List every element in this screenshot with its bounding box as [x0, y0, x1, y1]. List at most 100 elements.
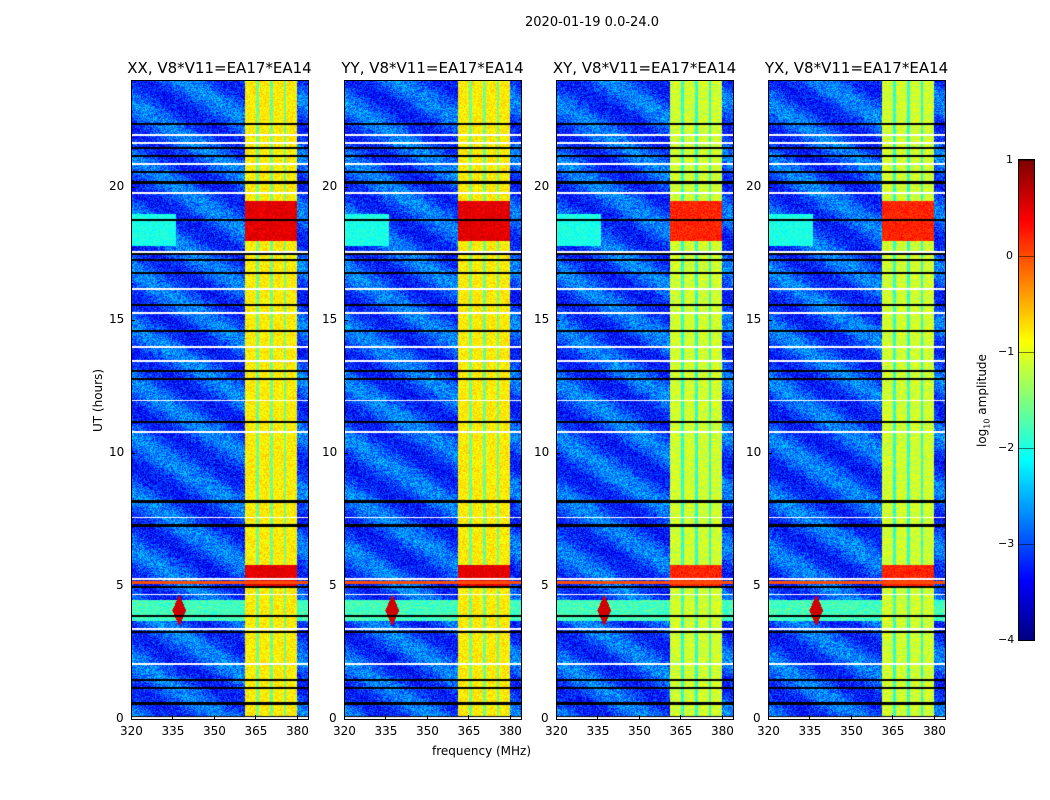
- x-tick-label: 350: [202, 724, 226, 738]
- x-tick-label: 335: [374, 724, 398, 738]
- y-tick-label: 10: [109, 444, 125, 459]
- colorbar-tick-label: −4: [998, 633, 1015, 646]
- y-tick-label: 5: [329, 577, 337, 592]
- colorbar-tick-mark: [1019, 448, 1034, 449]
- spectrogram-panel-xx: [131, 80, 309, 720]
- figure-title: 2020-01-19 0.0-24.0: [525, 15, 659, 30]
- x-tick-label: 380: [922, 724, 946, 738]
- x-tick-mark: [172, 715, 174, 719]
- x-tick-mark: [296, 715, 298, 719]
- y-tick-label: 5: [541, 577, 549, 592]
- x-tick-label: 335: [586, 724, 610, 738]
- colorbar-tick-label: 0: [1006, 249, 1013, 262]
- x-tick-mark: [213, 715, 215, 719]
- x-tick-mark: [933, 715, 935, 719]
- y-tick-mark: [556, 452, 560, 454]
- x-tick-label: 380: [498, 724, 522, 738]
- x-tick-label: 335: [798, 724, 822, 738]
- x-tick-mark: [892, 715, 894, 719]
- x-tick-mark: [426, 715, 428, 719]
- colorbar-tick-mark: [1019, 544, 1034, 545]
- y-tick-label: 15: [746, 311, 762, 326]
- y-tick-mark: [131, 585, 135, 587]
- y-tick-mark: [131, 719, 135, 720]
- x-tick-mark: [344, 715, 345, 719]
- x-tick-mark: [131, 715, 132, 719]
- y-tick-label: 20: [109, 178, 125, 193]
- x-tick-mark: [255, 715, 257, 719]
- x-tick-label: 320: [333, 724, 356, 738]
- x-tick-mark: [850, 715, 852, 719]
- y-tick-label: 0: [329, 711, 337, 725]
- y-tick-mark: [344, 585, 348, 587]
- x-tick-mark: [385, 715, 387, 719]
- colorbar-label: log10 amplitude: [975, 354, 992, 447]
- x-tick-label: 380: [710, 724, 734, 738]
- x-tick-mark: [638, 715, 640, 719]
- y-tick-mark: [768, 452, 772, 454]
- panel-title: YY, V8*V11=EA17*EA14: [341, 59, 524, 77]
- x-tick-label: 320: [545, 724, 568, 738]
- colorbar-tick-label: −3: [998, 537, 1015, 550]
- y-tick-label: 15: [322, 311, 338, 326]
- y-tick-mark: [768, 585, 772, 587]
- colorbar-tick-label: −1: [998, 345, 1015, 358]
- y-tick-mark: [556, 319, 560, 321]
- x-tick-mark: [809, 715, 811, 719]
- x-tick-mark: [680, 715, 682, 719]
- y-tick-mark: [344, 452, 348, 454]
- colorbar-tick-mark: [1019, 640, 1034, 641]
- x-tick-label: 365: [669, 724, 693, 738]
- x-tick-label: 365: [881, 724, 905, 738]
- colorbar-tick-label: 1: [1006, 153, 1013, 166]
- y-tick-mark: [344, 319, 348, 321]
- heatmap-cells: [132, 81, 308, 719]
- y-tick-label: 0: [116, 711, 124, 725]
- y-tick-label: 5: [753, 577, 761, 592]
- panel-title: XY, V8*V11=EA17*EA14: [552, 59, 737, 77]
- y-tick-label: 0: [541, 711, 549, 725]
- x-tick-mark: [509, 715, 511, 719]
- y-tick-mark: [131, 319, 135, 321]
- x-tick-label: 335: [161, 724, 185, 738]
- panel-title: YX, V8*V11=EA17*EA14: [764, 59, 949, 77]
- y-tick-label: 20: [322, 178, 338, 193]
- heatmap-cells: [557, 81, 733, 719]
- y-tick-mark: [556, 719, 560, 720]
- y-tick-mark: [131, 452, 135, 454]
- x-tick-label: 350: [839, 724, 863, 738]
- y-tick-label: 10: [746, 444, 762, 459]
- colorbar-tick-mark: [1019, 160, 1034, 161]
- spectrogram-panel-yy: [344, 80, 522, 720]
- x-tick-label: 380: [285, 724, 309, 738]
- x-tick-label: 350: [627, 724, 651, 738]
- colorbar-tick-label: −2: [998, 441, 1015, 454]
- y-axis-label: UT (hours): [91, 368, 105, 432]
- y-tick-mark: [344, 719, 348, 720]
- y-tick-mark: [768, 719, 772, 720]
- x-tick-mark: [556, 715, 557, 719]
- y-tick-mark: [556, 585, 560, 587]
- colorbar-tick-mark: [1019, 352, 1034, 353]
- x-tick-label: 365: [457, 724, 481, 738]
- colorbar: [1018, 159, 1035, 641]
- y-tick-label: 10: [322, 444, 338, 459]
- panel-title: XX, V8*V11=EA17*EA14: [127, 59, 312, 77]
- x-tick-label: 320: [757, 724, 780, 738]
- y-tick-mark: [556, 186, 560, 188]
- y-tick-label: 20: [746, 178, 762, 193]
- y-tick-mark: [131, 186, 135, 188]
- spectrogram-panel-xy: [556, 80, 734, 720]
- spectrogram-panel-yx: [768, 80, 946, 720]
- y-tick-mark: [768, 319, 772, 321]
- x-tick-label: 320: [120, 724, 143, 738]
- x-tick-mark: [597, 715, 599, 719]
- x-tick-mark: [468, 715, 470, 719]
- heatmap-cells: [345, 81, 521, 719]
- y-tick-label: 5: [116, 577, 124, 592]
- x-tick-mark: [768, 715, 769, 719]
- heatmap-cells: [769, 81, 945, 719]
- x-tick-label: 365: [244, 724, 268, 738]
- y-tick-label: 0: [753, 711, 761, 725]
